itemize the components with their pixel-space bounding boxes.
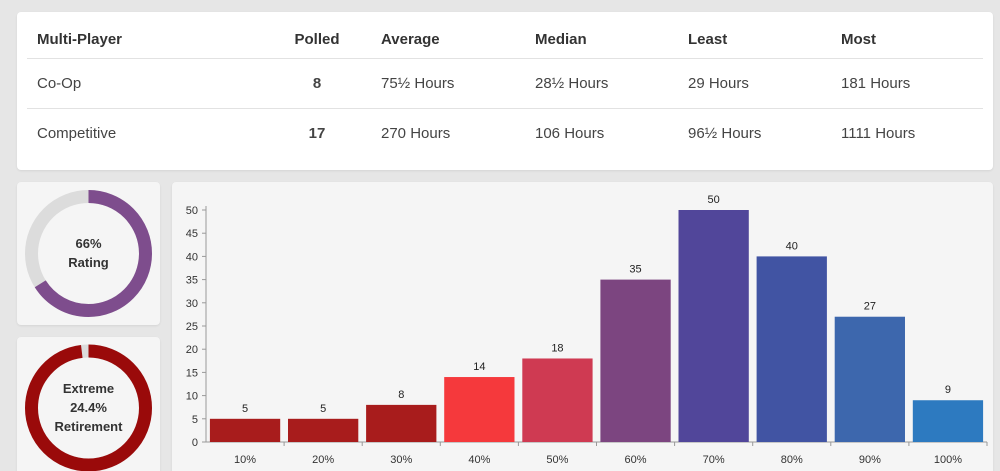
header-most: Most: [841, 31, 876, 49]
y-tick-label: 40: [186, 251, 198, 263]
bar-value-label: 5: [242, 403, 248, 415]
bar-value-label: 27: [864, 301, 876, 313]
y-tick-label: 15: [186, 367, 198, 379]
bar: [288, 418, 359, 442]
stats-panel: Multi-Player Polled Average Median Least…: [17, 12, 993, 170]
bar-value-label: 50: [708, 194, 720, 206]
header-polled: Polled: [294, 31, 340, 49]
bar: [366, 404, 437, 442]
x-tick-label: 20%: [312, 454, 334, 466]
y-tick-label: 10: [186, 391, 198, 403]
bar-value-label: 18: [551, 342, 563, 354]
multiplayer-stats-table: Multi-Player Polled Average Median Least…: [27, 22, 983, 158]
y-tick-label: 20: [186, 344, 198, 356]
bar: [912, 400, 984, 442]
x-tick-label: 30%: [390, 454, 412, 466]
row-name: Co-Op: [27, 57, 263, 108]
rating-distribution-chart: 0 5 10 15 20 25 30 35 40 45 50 5 10% 5 20% 8 30% 14 40% 18 5…: [186, 194, 988, 466]
row-least: 29 Hours: [678, 57, 831, 108]
row-most: 181 Hours: [831, 57, 983, 108]
table-header-row: Multi-Player Polled Average Median Least…: [27, 22, 983, 58]
rating-percent: 66%: [75, 236, 102, 251]
bar-value-label: 40: [786, 240, 798, 252]
x-tick-label: 70%: [703, 454, 725, 466]
bar-value-label: 35: [629, 264, 641, 276]
header-least: Least: [688, 31, 728, 49]
header-average: Average: [381, 31, 440, 49]
row-name: Competitive: [27, 107, 263, 158]
bar: [522, 358, 593, 442]
row-median: 28½ Hours: [525, 57, 678, 108]
bar: [756, 256, 827, 442]
retirement-panel: Extreme 24.4% Retirement: [17, 337, 160, 471]
table-row: Competitive 17 270 Hours 106 Hours 96½ H…: [27, 107, 983, 158]
rating-donut-arc: [25, 190, 152, 317]
y-tick-label: 45: [186, 228, 198, 240]
bar-value-label: 5: [320, 403, 326, 415]
y-tick-label: 50: [186, 205, 198, 217]
rating-distribution-chart-panel: 0 5 10 15 20 25 30 35 40 45 50 5 10% 5 20% 8 30% 14 40% 18 5…: [172, 182, 993, 471]
bar: [678, 210, 749, 442]
y-tick-label: 0: [192, 437, 198, 449]
row-average: 75½ Hours: [371, 57, 525, 108]
x-tick-label: 80%: [781, 454, 803, 466]
row-average: 270 Hours: [371, 107, 525, 158]
x-tick-label: 50%: [546, 454, 568, 466]
x-tick-label: 60%: [625, 454, 647, 466]
row-polled: 17: [263, 107, 371, 158]
table-row: Co-Op 8 75½ Hours 28½ Hours 29 Hours 181…: [27, 57, 983, 108]
y-tick-label: 30: [186, 298, 198, 310]
retirement-line1: Extreme: [62, 381, 115, 396]
bar-value-label: 14: [473, 361, 485, 373]
bar: [444, 377, 515, 442]
row-least: 96½ Hours: [678, 107, 831, 158]
retirement-line2: Retirement: [54, 419, 123, 434]
y-tick-label: 5: [192, 414, 198, 426]
x-tick-label: 100%: [934, 454, 962, 466]
header-median: Median: [535, 31, 587, 49]
row-median: 106 Hours: [525, 107, 678, 158]
y-tick-label: 25: [186, 321, 198, 333]
bar: [209, 418, 281, 442]
rating-panel: 66% Rating: [17, 182, 160, 325]
bar-value-label: 8: [398, 389, 404, 401]
row-polled: 8: [263, 57, 371, 108]
rating-label: Rating: [68, 255, 109, 270]
bar: [600, 279, 671, 442]
row-most: 1111 Hours: [831, 107, 983, 158]
bar: [834, 316, 905, 442]
rating-donut: [25, 190, 152, 317]
header-multi-player: Multi-Player: [37, 31, 123, 49]
y-tick-label: 35: [186, 275, 198, 287]
x-tick-label: 10%: [234, 454, 256, 466]
x-tick-label: 40%: [468, 454, 490, 466]
x-tick-label: 90%: [859, 454, 881, 466]
retirement-donut: [25, 344, 152, 471]
bar-value-label: 9: [945, 384, 951, 396]
retirement-donut-arc: [25, 344, 152, 471]
retirement-percent: 24.4%: [70, 400, 107, 415]
